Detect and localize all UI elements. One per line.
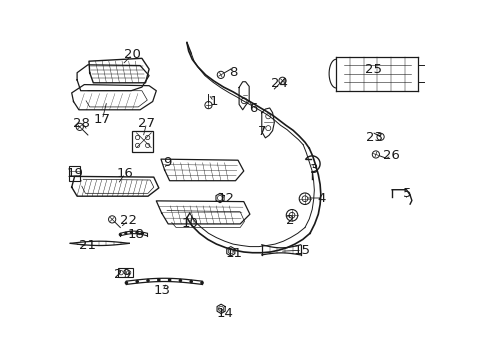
Text: 28: 28	[73, 117, 90, 130]
Text: 2: 2	[286, 214, 294, 227]
Text: 19: 19	[66, 167, 83, 180]
Text: 10: 10	[182, 217, 199, 230]
Circle shape	[125, 282, 127, 284]
Text: 15: 15	[293, 244, 310, 257]
Circle shape	[168, 279, 170, 281]
Circle shape	[119, 234, 121, 235]
Circle shape	[179, 279, 181, 282]
Text: 1: 1	[209, 95, 218, 108]
Text: 3: 3	[309, 163, 318, 176]
Circle shape	[190, 280, 192, 283]
Bar	[132, 131, 153, 152]
Text: 17: 17	[94, 113, 111, 126]
Circle shape	[136, 231, 138, 233]
Text: 23: 23	[366, 131, 383, 144]
Text: 21: 21	[79, 239, 96, 252]
Text: 7: 7	[257, 125, 265, 138]
Circle shape	[124, 232, 126, 234]
Text: 25: 25	[364, 63, 381, 76]
Text: 4: 4	[317, 192, 325, 204]
Text: 8: 8	[228, 66, 237, 79]
Bar	[118, 268, 133, 277]
Text: 26: 26	[382, 149, 399, 162]
Text: 16: 16	[116, 167, 133, 180]
Text: 14: 14	[216, 307, 233, 320]
Text: 11: 11	[225, 247, 242, 260]
Text: 27: 27	[138, 117, 155, 130]
Circle shape	[136, 280, 138, 283]
Text: 5: 5	[402, 187, 410, 200]
Circle shape	[201, 282, 203, 284]
Circle shape	[141, 233, 143, 234]
Text: 9: 9	[163, 156, 171, 169]
Circle shape	[130, 231, 132, 233]
Text: 22: 22	[120, 214, 137, 227]
Text: 20: 20	[123, 48, 141, 61]
Circle shape	[146, 279, 149, 282]
Text: 29: 29	[114, 268, 131, 281]
Text: 24: 24	[271, 77, 287, 90]
Circle shape	[158, 279, 160, 281]
Text: 6: 6	[249, 102, 257, 114]
Text: 18: 18	[127, 228, 144, 241]
Bar	[69, 166, 80, 181]
Text: 12: 12	[217, 192, 234, 205]
Text: 13: 13	[154, 284, 171, 297]
